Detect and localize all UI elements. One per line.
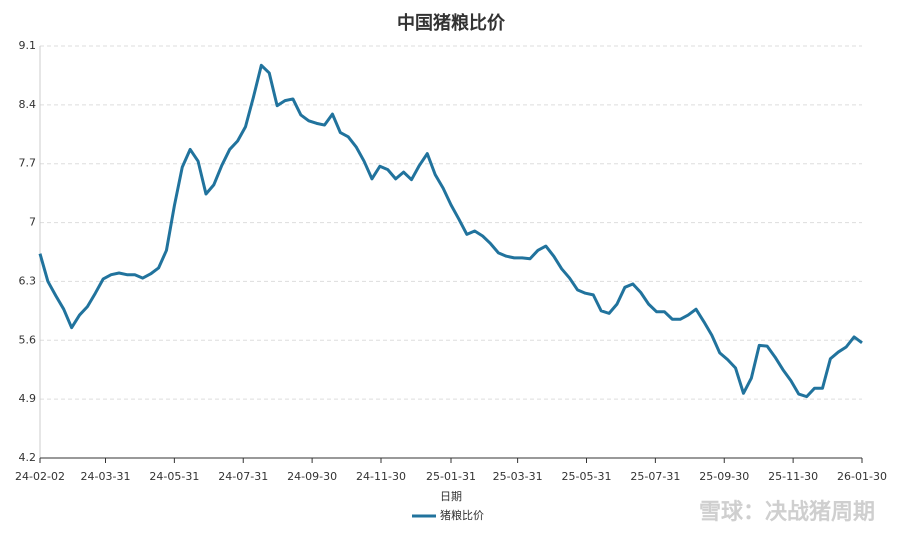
series-line <box>38 63 863 399</box>
x-tick-label: 24-05-31 <box>149 470 199 483</box>
x-tick-label: 24-02-02 <box>15 470 65 483</box>
x-tick-label: 26-01-30 <box>837 470 887 483</box>
y-tick-label: 6.3 <box>19 274 37 287</box>
x-tick-label: 25-05-31 <box>562 470 612 483</box>
x-tick-label: 24-07-31 <box>218 470 268 483</box>
x-tick-label: 25-03-31 <box>493 470 543 483</box>
y-tick-label: 8.4 <box>19 98 37 111</box>
y-tick-label: 7 <box>29 216 36 229</box>
x-tick-label: 24-09-30 <box>287 470 337 483</box>
x-tick-label: 25-01-31 <box>426 470 476 483</box>
x-axis-title: 日期 <box>440 490 462 503</box>
y-tick-label: 9.1 <box>19 39 37 52</box>
chart-title: 中国猪粮比价 <box>397 12 506 34</box>
legend-label: 猪粮比价 <box>440 508 484 522</box>
x-tick-label: 25-11-30 <box>768 470 818 483</box>
y-tick-label: 4.2 <box>19 451 37 464</box>
x-tick-label: 25-07-31 <box>630 470 680 483</box>
x-tick-label: 24-03-31 <box>81 470 131 483</box>
y-tick-label: 5.6 <box>19 333 37 346</box>
y-tick-label: 7.7 <box>19 157 37 170</box>
y-tick-label: 4.9 <box>19 392 37 405</box>
x-tick-label: 25-09-30 <box>699 470 749 483</box>
watermark: 雪球：决战猪周期 <box>699 499 875 525</box>
x-tick-label: 24-11-30 <box>356 470 406 483</box>
